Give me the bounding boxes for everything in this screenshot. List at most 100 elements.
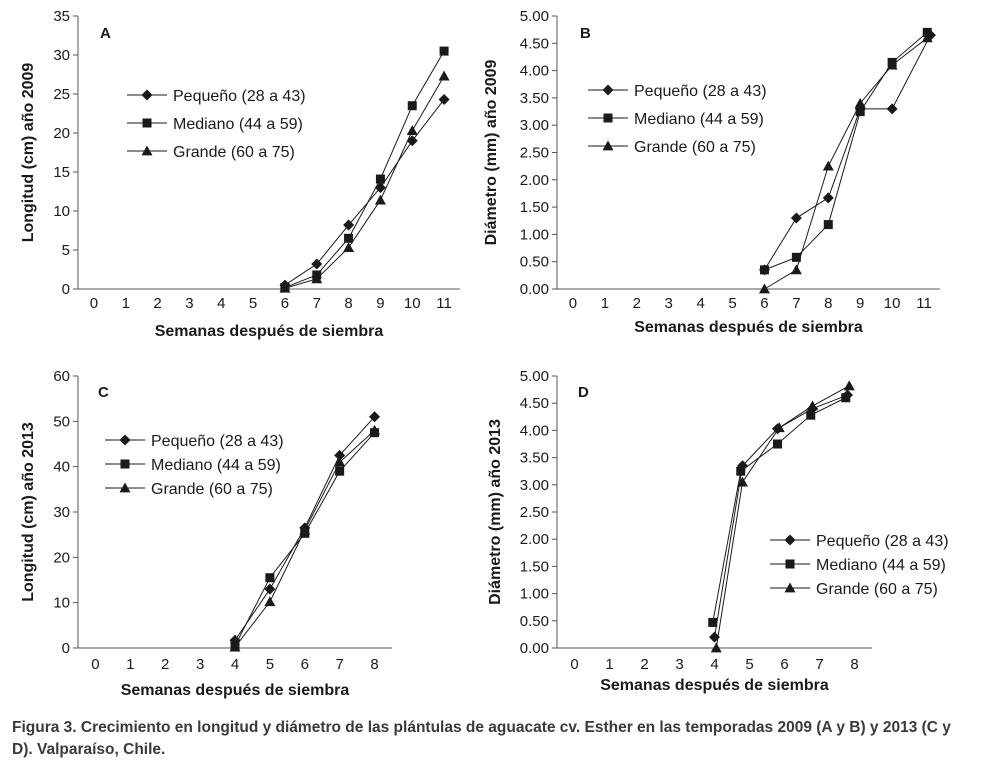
series-triangle (279, 70, 450, 293)
x-tick-label: 7 (815, 656, 823, 673)
y-tick-label: 10 (53, 595, 70, 612)
y-tick-label: 2.00 (520, 172, 549, 189)
x-tick-label: 1 (122, 295, 130, 312)
series-line (764, 34, 931, 271)
y-tick-label: 4.00 (520, 422, 549, 439)
data-point-square (773, 439, 782, 449)
legend: Pequeño (28 a 43) Mediano (44 a 59) Grande… (105, 433, 284, 498)
x-axis-title: Semanas después de siembra (121, 682, 350, 699)
data-point-square (806, 410, 816, 420)
x-tick-label: 5 (249, 295, 257, 312)
x-tick-label: 3 (665, 295, 673, 312)
y-tick-label: 35 (53, 8, 70, 25)
legend-label: Mediano (44 a 59) (816, 557, 946, 574)
x-tick-label: 2 (161, 656, 169, 673)
figure-caption: Figura 3. Crecimiento en longitud y diám… (12, 719, 951, 758)
y-axis-title: Longitud (cm) año 2013 (20, 422, 37, 602)
chart-panel-a: 0 5 10 15 20 25 30 35 0 1 2 3 4 5 6 7 8 9 10 11 Semanas desp… (20, 8, 460, 340)
y-tick-label: 4.00 (520, 63, 549, 80)
x-tick-label: 6 (780, 656, 788, 673)
x-tick-label: 11 (436, 295, 452, 312)
x-tick-label: 4 (231, 656, 239, 673)
y-tick-label: 0.00 (520, 281, 549, 298)
legend-label: Pequeño (28 a 43) (634, 83, 767, 100)
data-point-square (375, 174, 385, 184)
data-point-square (855, 107, 865, 117)
series-line (764, 37, 928, 290)
y-tick-label: 20 (53, 125, 70, 142)
legend-label: Grande (60 a 75) (173, 144, 295, 161)
series-diamond (758, 29, 936, 276)
legend: Pequeño (28 a 43) Mediano (44 a 59) Grande… (127, 88, 306, 161)
series-triangle (710, 380, 855, 653)
legend-label: Grande (60 a 75) (634, 139, 756, 156)
chart-panel-b: 0.00 0.50 1.00 1.50 2.00 2.50 3.00 3.50 4.00 4.50… (483, 8, 940, 336)
legend-label: Pequeño (28 a 43) (173, 88, 306, 105)
panel-letter: B (580, 25, 591, 42)
legend-label: Grande (60 a 75) (816, 581, 938, 598)
x-tick-label: 10 (404, 295, 421, 312)
legend-marker-triangle (119, 482, 131, 493)
y-tick-label: 1.00 (520, 586, 549, 603)
data-point-triangle (334, 456, 346, 467)
x-tick-label: 0 (90, 295, 98, 312)
series-triangle (758, 32, 933, 294)
data-point-diamond (822, 192, 834, 204)
x-tick-label: 10 (884, 295, 901, 312)
y-tick-label: 5 (62, 242, 70, 259)
data-point-diamond (406, 135, 418, 147)
x-tick-label: 7 (313, 295, 321, 312)
x-axis-title: Semanas después de siembra (634, 319, 863, 336)
series-square (280, 46, 449, 292)
x-tick-label: 5 (728, 295, 736, 312)
data-point-triangle (773, 422, 785, 433)
x-tick-label: 8 (370, 656, 378, 673)
series-line (284, 75, 445, 289)
x-tick-label: 9 (376, 295, 384, 312)
data-point-square (439, 46, 449, 56)
x-tick-label: 2 (153, 295, 161, 312)
data-point-square (265, 573, 275, 583)
data-point-square (736, 466, 746, 476)
x-tick-label: 4 (217, 295, 225, 312)
legend-marker-diamond (119, 434, 131, 446)
x-tick-label: 6 (301, 656, 309, 673)
legend-marker-square (785, 559, 795, 569)
data-point-triangle (807, 400, 818, 411)
legend-marker-diamond (602, 84, 614, 96)
y-axis-title: Diámetro (mm) año 2013 (487, 419, 504, 605)
data-point-diamond (311, 258, 323, 270)
x-tick-label: 3 (196, 656, 204, 673)
legend-label: Mediano (44 a 59) (173, 116, 303, 133)
y-tick-label: 25 (53, 86, 70, 103)
y-tick-label: 0.00 (520, 640, 549, 657)
x-tick-label: 3 (675, 656, 683, 673)
y-tick-label: 30 (53, 504, 70, 521)
data-point-triangle (790, 264, 802, 275)
data-point-square (708, 617, 718, 627)
y-tick-label: 5.00 (520, 8, 549, 25)
y-axis-title: Diámetro (mm) año 2009 (483, 59, 500, 245)
x-tick-label: 6 (760, 295, 768, 312)
y-tick-label: 2.00 (520, 531, 549, 548)
y-tick-label: 4.50 (520, 395, 549, 412)
series-diamond (279, 93, 450, 291)
y-tick-label: 50 (53, 413, 70, 430)
legend-marker-square (603, 113, 613, 123)
data-point-triangle (843, 380, 855, 391)
data-point-square (407, 101, 417, 111)
y-tick-label: 0.50 (520, 254, 549, 271)
y-tick-label: 3.00 (520, 117, 549, 134)
x-tick-label: 6 (281, 295, 289, 312)
y-tick-label: 60 (53, 368, 70, 385)
data-point-diamond (343, 219, 355, 231)
legend-marker-triangle (784, 582, 796, 593)
x-tick-label: 2 (633, 295, 641, 312)
x-tick-label: 4 (710, 656, 718, 673)
y-tick-label: 0 (62, 640, 70, 657)
legend-label: Grande (60 a 75) (151, 481, 273, 498)
panel-letter: D (578, 384, 589, 401)
series-triangle (229, 424, 381, 652)
x-tick-label: 1 (601, 295, 609, 312)
